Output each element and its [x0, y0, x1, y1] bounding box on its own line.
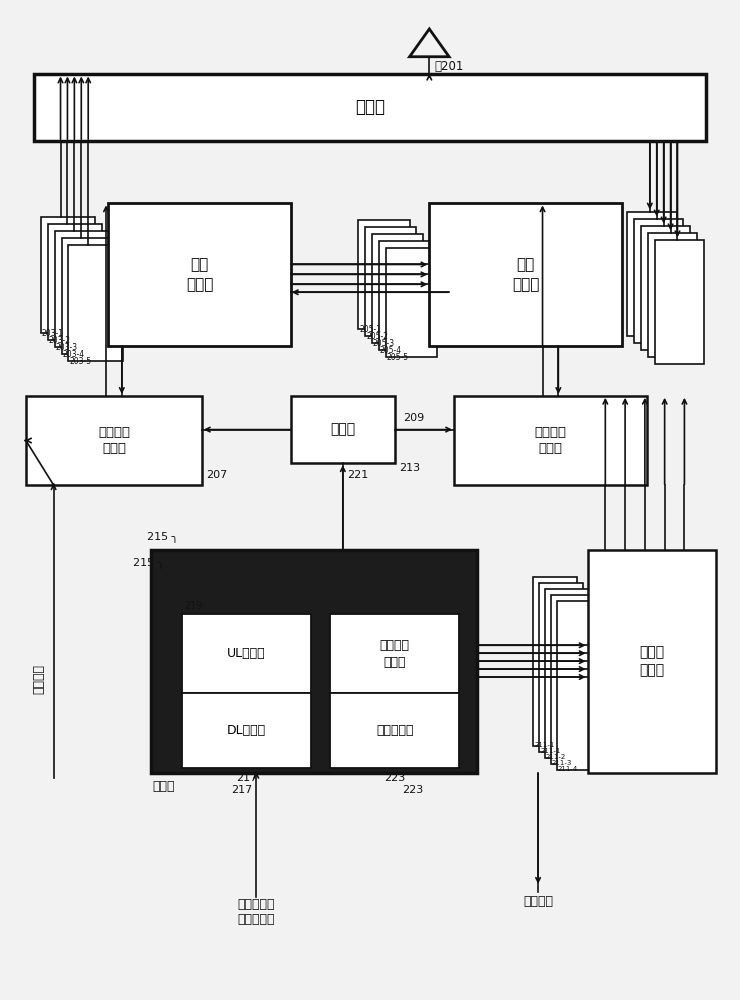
Bar — [47, 224, 102, 340]
Text: 无线部: 无线部 — [355, 98, 385, 116]
Text: 小区管理部: 小区管理部 — [376, 724, 414, 737]
Text: 用户数据: 用户数据 — [523, 895, 553, 908]
Text: 203-5: 203-5 — [70, 357, 92, 366]
Bar — [655, 240, 704, 364]
Text: 203-1: 203-1 — [41, 329, 64, 338]
Bar — [61, 238, 116, 354]
Text: 前导码
检测部: 前导码 检测部 — [639, 645, 665, 677]
Bar — [533, 577, 576, 746]
Text: 209: 209 — [403, 413, 424, 423]
Bar — [68, 245, 123, 361]
Text: 203-2: 203-2 — [49, 336, 70, 345]
Bar — [365, 227, 417, 336]
Text: 221: 221 — [347, 470, 368, 480]
Text: 203-3: 203-3 — [56, 343, 78, 352]
Text: 211-4: 211-4 — [558, 766, 578, 772]
Text: 211-1: 211-1 — [534, 742, 554, 748]
Text: 223: 223 — [402, 785, 423, 795]
Text: 发送
处理部: 发送 处理部 — [186, 257, 213, 292]
Bar — [331, 693, 459, 768]
Bar — [429, 202, 622, 346]
Bar — [627, 212, 676, 336]
Text: 来自上级层
的控制信息: 来自上级层 的控制信息 — [238, 898, 275, 926]
Bar — [379, 241, 431, 350]
Text: 205-1: 205-1 — [359, 325, 381, 334]
Text: 控制数据
作成部: 控制数据 作成部 — [380, 639, 410, 669]
Text: 217: 217 — [232, 785, 253, 795]
Bar — [539, 583, 582, 752]
Text: DL调度部: DL调度部 — [227, 724, 266, 737]
Text: 控制部: 控制部 — [330, 423, 355, 437]
Bar — [648, 233, 697, 357]
Text: 211-1: 211-1 — [540, 748, 560, 754]
Text: 207: 207 — [206, 470, 227, 480]
Bar — [291, 396, 394, 463]
Bar — [545, 589, 588, 758]
Text: 215 ╮: 215 ╮ — [132, 558, 164, 569]
Bar — [331, 614, 459, 693]
Bar — [358, 220, 409, 329]
Text: UL调度部: UL调度部 — [227, 647, 266, 660]
Text: 接收
处理部: 接收 处理部 — [512, 257, 539, 292]
Text: 219: 219 — [184, 601, 203, 611]
Text: 发送数据
控制部: 发送数据 控制部 — [98, 426, 130, 456]
Bar — [588, 550, 716, 773]
Bar — [55, 231, 109, 347]
Bar — [386, 248, 437, 357]
Text: 223: 223 — [384, 773, 406, 783]
Bar — [634, 219, 684, 343]
Text: 205-5: 205-5 — [387, 353, 409, 362]
Text: 213: 213 — [399, 463, 420, 473]
Text: 215 ╮: 215 ╮ — [147, 532, 178, 543]
Bar — [182, 693, 311, 768]
Text: 211-2: 211-2 — [546, 754, 566, 760]
Bar — [551, 595, 594, 764]
Bar — [372, 234, 423, 343]
Bar — [182, 614, 311, 693]
Text: 205-2: 205-2 — [366, 332, 388, 341]
Bar — [641, 226, 690, 350]
Text: 调度部: 调度部 — [152, 780, 175, 793]
Text: ～201: ～201 — [434, 60, 464, 73]
Text: 用户数据: 用户数据 — [33, 664, 45, 694]
Bar — [41, 217, 95, 333]
Text: 控制数据
提取部: 控制数据 提取部 — [534, 426, 566, 456]
Text: 205-3: 205-3 — [373, 339, 395, 348]
Text: 217: 217 — [236, 773, 257, 783]
Text: 203-4: 203-4 — [62, 350, 84, 359]
Bar — [454, 396, 647, 485]
Bar — [108, 202, 291, 346]
Text: 211-3: 211-3 — [552, 760, 572, 766]
Bar — [150, 550, 477, 773]
Bar — [34, 74, 706, 141]
Bar — [557, 601, 600, 770]
Text: 205-4: 205-4 — [380, 346, 402, 355]
Bar — [26, 396, 202, 485]
